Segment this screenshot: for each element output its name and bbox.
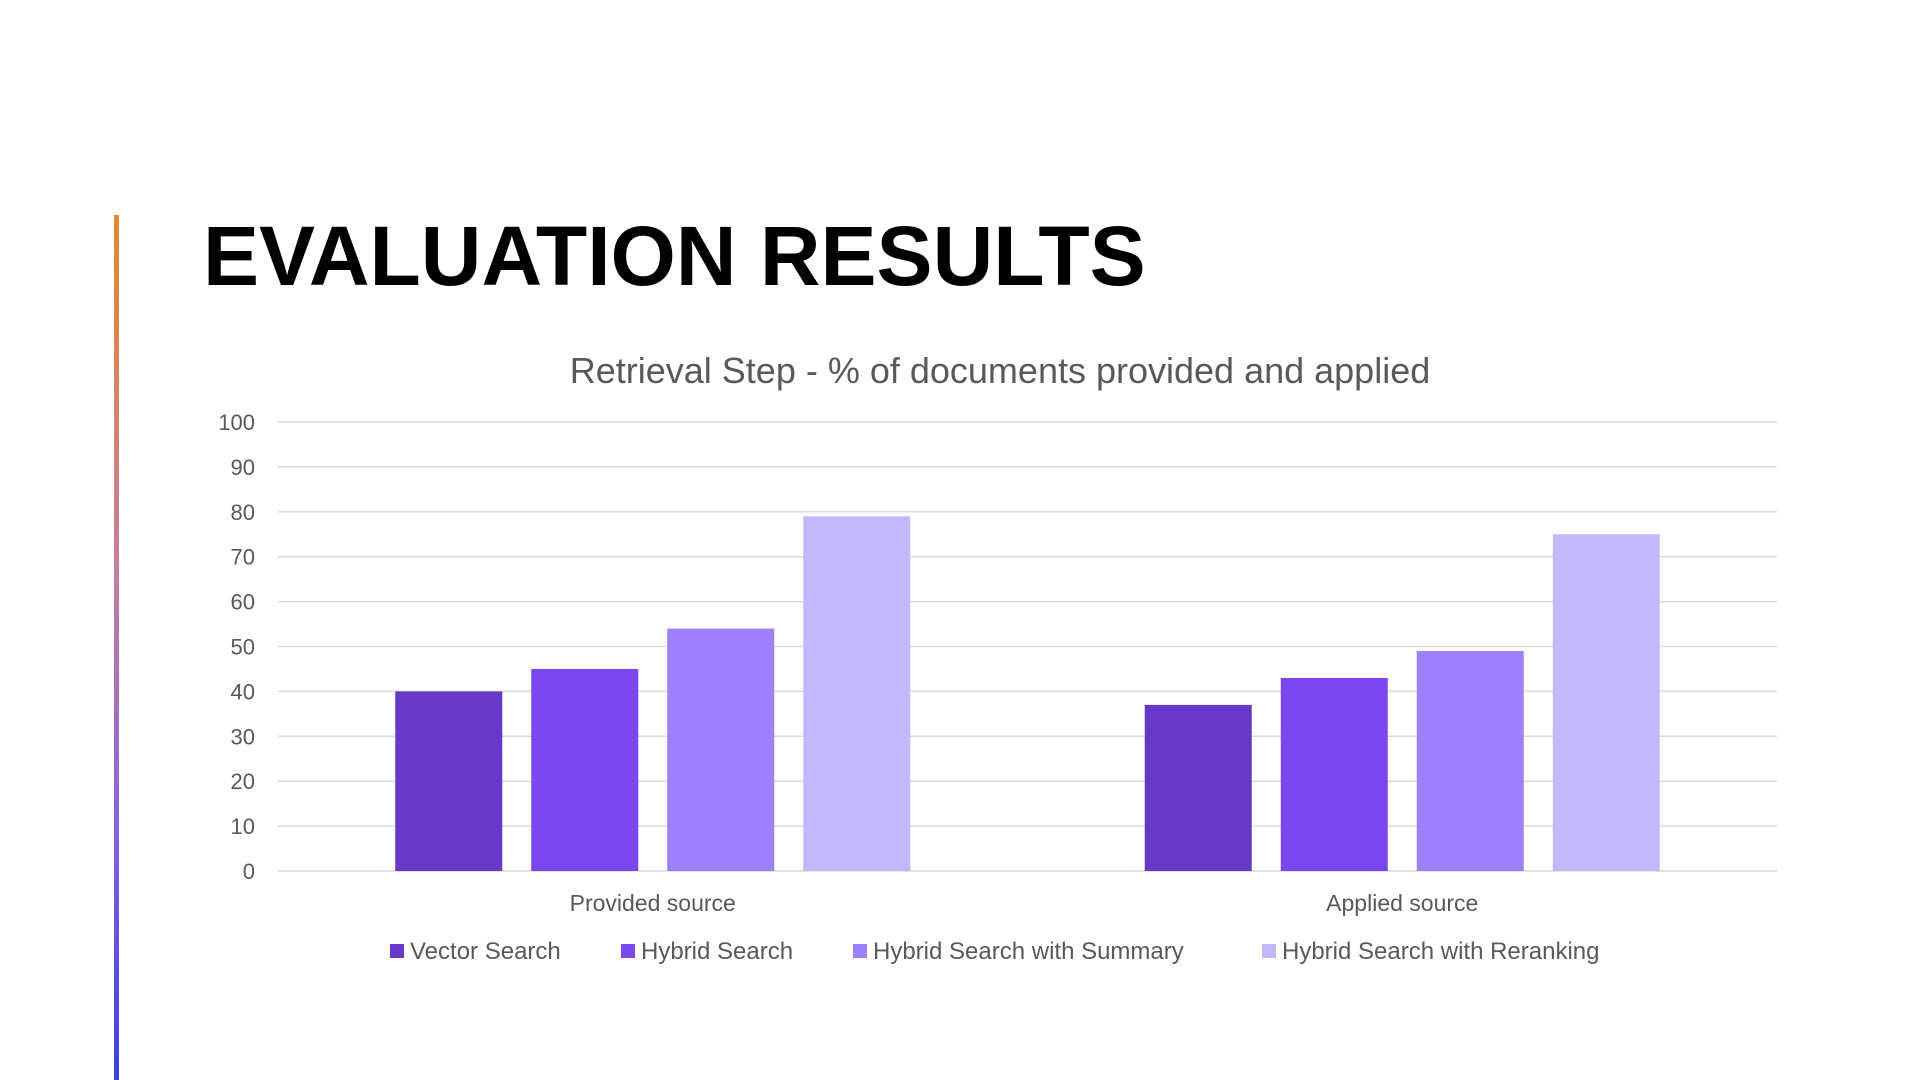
legend-label: Hybrid Search with Summary [873,938,1184,965]
legend-swatch [621,944,635,958]
y-tick-label: 70 [231,545,255,570]
y-tick-label: 40 [231,679,255,704]
y-tick-label: 100 [218,410,255,435]
bar-vector-search-provided-source [395,691,503,871]
y-tick-label: 30 [231,724,255,749]
bar-hybrid-search-with-reranking-applied-source [1552,534,1660,871]
y-tick-label: 20 [231,769,255,794]
chart-title: Retrieval Step - % of documents provided… [570,350,1431,391]
y-axis-ticks: 0 10 20 30 40 50 60 70 80 90 100 [218,410,255,884]
y-tick-label: 0 [243,859,255,884]
y-tick-label: 90 [231,455,255,480]
legend-swatch [390,944,404,958]
legend-label: Hybrid Search with Reranking [1282,938,1599,965]
bar-hybrid-search-with-reranking-provided-source [803,516,911,871]
legend-label: Hybrid Search [641,938,793,965]
bars [395,516,1660,871]
gridlines [278,421,1777,872]
bar-hybrid-search-with-summary-provided-source [667,628,775,871]
x-category-label: Applied source [1326,890,1478,916]
y-tick-label: 60 [231,590,255,615]
bar-hybrid-search-with-summary-applied-source [1416,650,1524,871]
legend-label: Vector Search [410,938,561,965]
legend-swatch [1262,944,1276,958]
accent-bar [114,215,119,1080]
bar-hybrid-search-applied-source [1280,677,1388,871]
bar-vector-search-applied-source [1144,704,1252,871]
y-tick-label: 80 [231,500,255,525]
bar-hybrid-search-provided-source [531,668,639,871]
slide-title: EVALUATION RESULTS [203,209,1146,303]
legend: Vector Search Hybrid Search Hybrid Search … [390,938,1599,965]
y-tick-label: 50 [231,635,255,660]
legend-swatch [853,944,867,958]
x-category-label: Provided source [570,890,736,916]
x-axis-categories: Provided source Applied source [570,890,1479,916]
y-tick-label: 10 [231,814,255,839]
